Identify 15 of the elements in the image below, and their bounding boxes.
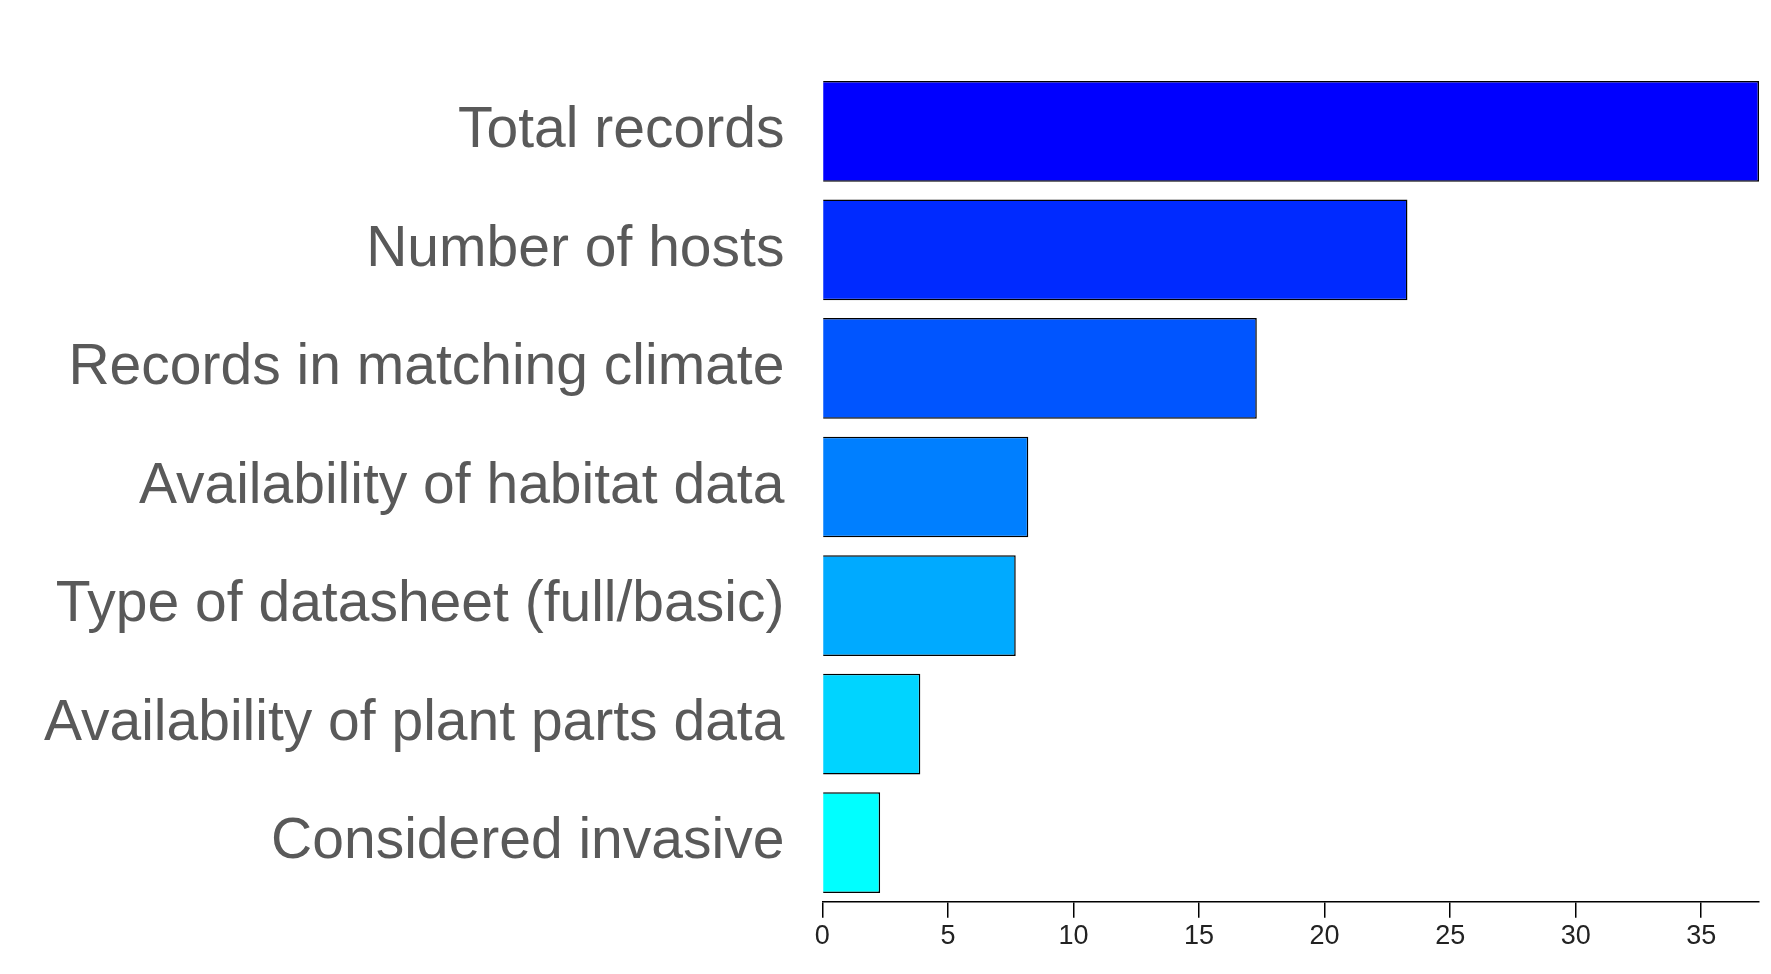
y-tick-label: Availability of habitat data [139, 450, 785, 515]
y-tick-label: Type of datasheet (full/basic) [55, 569, 785, 634]
y-tick-label: Records in matching climate [68, 332, 785, 397]
y-tick-label: Considered invasive [271, 806, 785, 871]
x-tick-label: 35 [1686, 920, 1717, 951]
x-tick-label: 25 [1435, 920, 1466, 951]
x-tick-label: 15 [1184, 920, 1215, 951]
x-tick-label: 20 [1309, 920, 1340, 951]
x-tick-label: 30 [1560, 920, 1591, 951]
x-tick-label: 10 [1058, 920, 1089, 951]
x-tick-label: 5 [940, 920, 956, 951]
x-tick-label: 0 [814, 920, 830, 951]
y-tick-label: Number of hosts [366, 213, 785, 278]
y-tick-label: Availability of plant parts data [44, 687, 785, 752]
y-tick-label: Total records [458, 95, 785, 160]
